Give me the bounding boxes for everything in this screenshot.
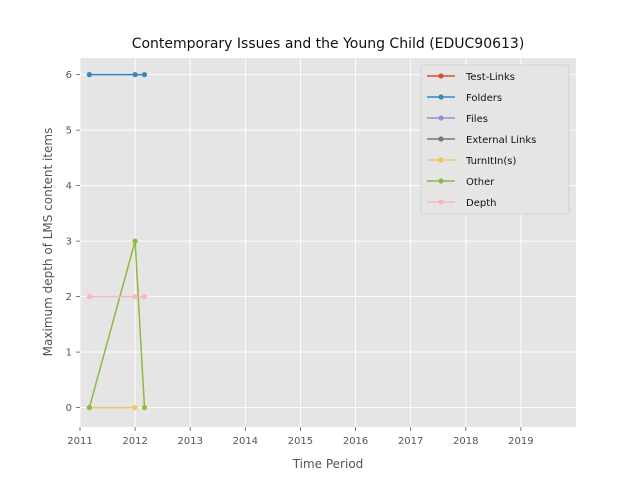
x-tick-label: 2018	[453, 436, 478, 447]
legend-label-turnitin-s: TurnItIn(s)	[465, 156, 516, 167]
legend-marker-other	[438, 178, 444, 184]
x-tick-label: 2014	[233, 436, 258, 447]
data-point-depth	[86, 294, 92, 300]
legend-box	[420, 64, 570, 215]
y-tick-label: 1	[66, 348, 72, 359]
data-point-turnitin-s	[132, 404, 138, 411]
legend-label-external-links: External Links	[466, 135, 536, 146]
legend-label-files: Files	[466, 114, 488, 125]
legend-label-other: Other	[466, 177, 495, 188]
y-axis-label: Maximum depth of LMS content items	[41, 128, 55, 357]
chart-title: Contemporary Issues and the Young Child …	[132, 36, 525, 52]
legend-marker-external-links	[438, 136, 444, 142]
data-point-other	[86, 404, 92, 411]
data-point-folders	[132, 72, 138, 78]
legend-label-folders: Folders	[466, 93, 502, 104]
x-tick-label: 2016	[343, 436, 368, 447]
legend: Test-Links Folders Files External Links Turn…	[420, 64, 570, 215]
series-lines	[86, 72, 148, 411]
x-tick-label: 2017	[398, 436, 423, 447]
y-tick-label: 2	[66, 292, 72, 303]
legend-marker-files	[438, 115, 444, 121]
x-tick-label: 2013	[177, 436, 202, 447]
legend-label-test-links: Test-Links	[465, 72, 515, 83]
y-tick-label: 3	[66, 237, 72, 248]
legend-marker-test-links	[438, 73, 444, 79]
y-tick-label: 0	[66, 403, 72, 414]
x-tick-label: 2019	[508, 436, 533, 447]
data-point-folders	[141, 72, 148, 78]
data-point-folders	[86, 72, 92, 78]
y-axis-ticks: 0 1 2 3 4 5 6	[66, 70, 80, 414]
x-tick-label: 2012	[122, 436, 147, 447]
data-point-other	[132, 238, 138, 244]
y-tick-label: 4	[66, 181, 72, 192]
data-point-depth	[141, 294, 148, 300]
x-tick-label: 2015	[288, 436, 313, 447]
data-point-other	[141, 404, 148, 411]
x-axis-label: Time Period	[292, 457, 364, 471]
x-tick-label: 2011	[67, 436, 92, 447]
y-tick-label: 6	[66, 70, 72, 81]
y-tick-label: 5	[66, 126, 72, 137]
legend-marker-folders	[438, 94, 444, 100]
data-point-depth	[132, 294, 138, 300]
legend-marker-depth	[438, 199, 444, 205]
legend-marker-turnitin-s	[438, 157, 444, 163]
x-axis-ticks: 2011 2012 2013 2014 2015 2016 2017 2018 2019	[67, 427, 534, 447]
legend-label-depth: Depth	[466, 198, 496, 209]
